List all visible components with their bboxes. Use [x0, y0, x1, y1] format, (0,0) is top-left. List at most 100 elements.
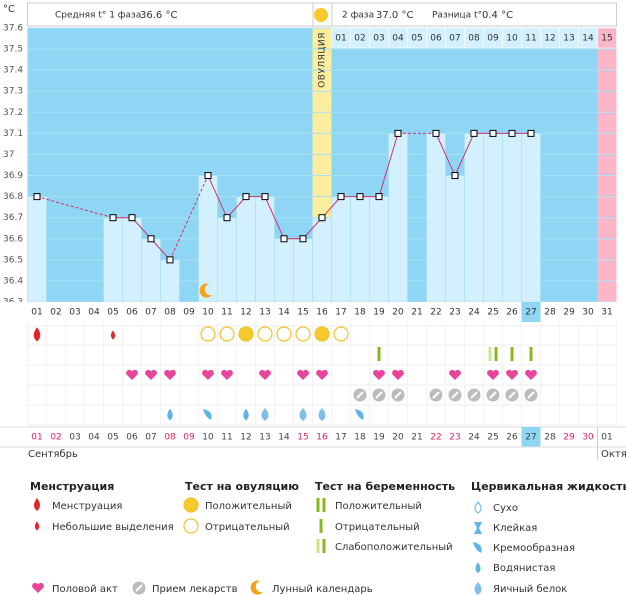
legend-label: Сухо — [493, 503, 518, 514]
y-tick-label: 36.4 — [3, 276, 23, 286]
date-label: 09 — [183, 433, 195, 443]
y-axis-label: °C — [3, 4, 15, 15]
ovulation-icon — [314, 8, 328, 22]
date-label: 14 — [278, 433, 290, 443]
temperature-point — [451, 172, 459, 180]
temperature-bar — [122, 217, 142, 303]
pregnancy-test-marker — [510, 347, 514, 361]
temperature-bar — [217, 217, 237, 303]
temperature-point — [337, 193, 345, 201]
temperature-point — [318, 214, 326, 222]
intercourse-marker — [449, 369, 461, 380]
phase-day-label: 10 — [506, 34, 518, 44]
cervical-marker — [318, 408, 326, 421]
legend-label: Положительный — [335, 501, 422, 512]
intercourse-marker — [202, 369, 214, 380]
y-tick-label: 37.1 — [3, 129, 23, 139]
temperature-point — [128, 214, 136, 222]
y-tick-label: 36.8 — [3, 192, 23, 202]
x-tick-label: 16 — [316, 308, 328, 318]
x-tick-label: 06 — [126, 308, 138, 318]
legend-icon — [250, 580, 263, 595]
temperature-bar — [274, 238, 294, 303]
x-tick-label: 02 — [50, 308, 61, 318]
date-label: 21 — [411, 433, 422, 443]
temperature-point — [508, 129, 516, 137]
temperature-point — [489, 129, 497, 137]
cervical-marker — [299, 408, 307, 421]
pill-line — [394, 391, 402, 399]
temperature-point — [375, 193, 383, 201]
legend-label: Положительный — [205, 501, 292, 512]
phase-day-label: 14 — [582, 34, 594, 44]
ovulation-test-marker — [238, 326, 254, 342]
temperature-bar — [312, 217, 332, 303]
intercourse-marker — [126, 369, 138, 380]
temperature-bar — [388, 133, 408, 303]
y-tick-label: 36.9 — [3, 171, 23, 181]
x-tick-label: 25 — [487, 308, 498, 318]
temperature-bar — [27, 196, 47, 303]
pregnancy-test-marker — [488, 347, 492, 361]
pill-line — [135, 584, 143, 592]
phase2-label: 2 фаза — [342, 11, 374, 21]
x-tick-label: 15 — [297, 308, 308, 318]
intercourse-marker — [221, 369, 233, 380]
x-tick-label: 13 — [259, 308, 270, 318]
x-tick-label: 27 — [525, 308, 536, 318]
x-tick-label: 17 — [335, 308, 346, 318]
phase-day-cell — [597, 27, 617, 49]
temperature-link — [435, 133, 456, 176]
date-label: 04 — [88, 433, 100, 443]
date-label: 25 — [487, 433, 498, 443]
temperature-bar — [464, 133, 484, 303]
temperature-bar — [331, 196, 351, 303]
pill-line — [375, 391, 383, 399]
temperature-bar — [293, 238, 313, 303]
legend-icon — [319, 519, 323, 533]
x-tick-label: 21 — [411, 308, 422, 318]
legend-label: Половой акт — [52, 584, 118, 595]
x-tick-label: 23 — [449, 308, 460, 318]
date-label: 12 — [240, 433, 251, 443]
phase-day-label: 11 — [525, 34, 536, 44]
date-label: 28 — [544, 433, 556, 443]
legend-title: Менструация — [30, 480, 114, 493]
temperature-bar — [160, 259, 180, 303]
temperature-point — [432, 129, 440, 137]
temperature-point — [299, 235, 307, 243]
temperature-link — [131, 217, 152, 240]
temperature-point — [470, 129, 478, 137]
date-label: 02 — [50, 433, 61, 443]
cervical-marker — [167, 408, 173, 421]
phase-day-label: 07 — [449, 34, 460, 44]
date-label: 06 — [126, 433, 138, 443]
temperature-point — [280, 235, 288, 243]
intercourse-marker — [259, 369, 271, 380]
x-tick-label: 11 — [221, 308, 232, 318]
temperature-bar — [236, 196, 256, 303]
pill-line — [432, 391, 440, 399]
temperature-point — [242, 193, 250, 201]
legend-label: Слабоположительный — [335, 542, 453, 553]
legend-icon — [322, 498, 326, 512]
temperature-bar — [350, 196, 370, 303]
temperature-bar — [502, 133, 522, 303]
temperature-bar — [445, 175, 465, 303]
x-tick-label: 24 — [468, 308, 480, 318]
date-label: 08 — [164, 433, 176, 443]
x-tick-label: 09 — [183, 308, 195, 318]
y-tick-label: 36.7 — [3, 213, 23, 223]
temperature-point — [204, 172, 212, 180]
legend-label: Кремообразная — [493, 543, 575, 554]
pill-line — [356, 391, 364, 399]
legend-title: Тест на беременность — [315, 480, 455, 493]
phase-day-label: 03 — [373, 34, 384, 44]
phase-day-label: 04 — [392, 34, 404, 44]
intercourse-marker — [316, 369, 328, 380]
pregnancy-test-marker — [529, 347, 533, 361]
x-tick-label: 31 — [601, 308, 612, 318]
temperature-bar — [198, 175, 218, 303]
date-label: 20 — [392, 433, 404, 443]
